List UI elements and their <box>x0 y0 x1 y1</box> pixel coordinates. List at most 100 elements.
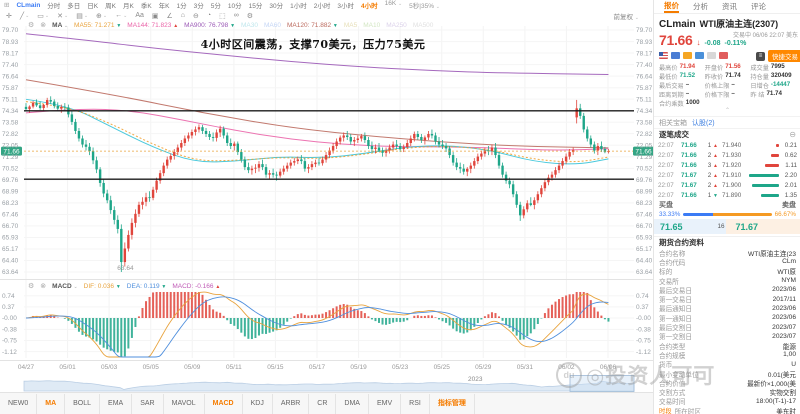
symbol-label[interactable]: CLmain <box>16 1 41 9</box>
adjust-mode-select[interactable]: 前复权 ⌄ <box>613 13 639 21</box>
quote-cell-成交量: 成交量 7995 <box>750 63 785 72</box>
quote-cell-最低价: 最低价 71.52 <box>659 72 696 81</box>
svg-text:0.37: 0.37 <box>2 304 15 311</box>
contract-row-第一交易日: 第一交易日 2017/11 <box>659 295 796 305</box>
macd-indicator-row: ⚙ ⊗ MACD ⌄ DIF: 0.036 ▼ DEA: 0.119 ▼ MACD:… <box>28 281 220 291</box>
quote-cell-日增仓: 日增仓 -14447 <box>750 81 791 90</box>
contract-row-交易所: 交易所 NYM <box>659 277 796 286</box>
panel-tab-资讯[interactable]: 资讯 <box>722 2 737 11</box>
ma-item-MA144: MA144: 71.823 ▲ <box>127 21 179 29</box>
sell-percent: 66.67% <box>774 210 796 218</box>
indicator-tab-ARBR[interactable]: ARBR <box>273 393 310 414</box>
period-tab-2小时[interactable]: 2小时 <box>313 3 331 10</box>
arrow-icon[interactable]: ← ⌄ <box>115 12 128 19</box>
period-tab-分时[interactable]: 分时 <box>47 3 61 10</box>
svg-text:70.52: 70.52 <box>2 166 19 173</box>
angle-icon[interactable]: ∠ <box>166 12 173 20</box>
indicator-tab-NEW0[interactable]: NEW0 <box>0 393 38 414</box>
macd-close-icon[interactable]: ⊗ <box>40 283 47 290</box>
session-badge[interactable]: 时段 <box>659 408 672 414</box>
period-tab-年K[interactable]: 年K <box>158 3 170 10</box>
period-tab-季K[interactable]: 季K <box>140 3 152 10</box>
indicator-tab-RSI[interactable]: RSI <box>401 393 430 414</box>
fibonacci-icon[interactable]: ▤ ⌄ <box>76 12 89 20</box>
svg-text:66.70: 66.70 <box>2 223 19 230</box>
period-extra[interactable]: 16K ⌄ <box>384 0 403 7</box>
screenshot-icon[interactable]: ⌂ <box>180 12 186 19</box>
rectangle-icon[interactable]: ▭ ⌄ <box>37 12 50 20</box>
indicator-tab-CR[interactable]: CR <box>309 393 337 414</box>
macd-indicator-name[interactable]: MACD ⌄ <box>52 282 78 290</box>
quick-trade-button[interactable]: 快捷交易 <box>768 50 800 62</box>
indicator-tab-EMA[interactable]: EMA <box>100 393 133 414</box>
note-icon[interactable]: ▣ <box>151 12 159 20</box>
indicator-tab-BOLL[interactable]: BOLL <box>65 393 101 414</box>
period-tab-4小时[interactable]: 4小时 <box>360 3 378 10</box>
text-tool-icon[interactable]: Aa <box>135 12 144 19</box>
panel-tab-报价[interactable]: 报价 <box>664 0 679 13</box>
trendline-icon[interactable]: ╱ ⌄ <box>19 12 30 20</box>
svg-text:74.34: 74.34 <box>636 108 653 115</box>
window-icon[interactable]: ⊞ <box>4 2 10 9</box>
indicator-tab-指标管理[interactable]: 指标管理 <box>430 393 475 414</box>
trade-row: 22:07 71.67 2 ▲ <box>658 171 718 179</box>
svg-text:79.70: 79.70 <box>636 27 653 34</box>
period-tab-10分[interactable]: 10分 <box>227 3 242 10</box>
indicator-tab-MA[interactable]: MA <box>37 393 66 414</box>
period-tab-5分[interactable]: 5分 <box>210 3 221 10</box>
svg-text:65.17: 65.17 <box>2 246 19 253</box>
period-tab-1小时[interactable]: 1小时 <box>290 3 307 10</box>
navigator-selection[interactable] <box>569 375 635 392</box>
period-tab-1分[interactable]: 1分 <box>176 3 187 10</box>
indicator-tab-KDJ[interactable]: KDJ <box>243 393 273 414</box>
crosshair-icon[interactable]: ⊕ ⌄ <box>96 12 108 20</box>
ma-indicator-name[interactable]: MA ⌄ <box>52 21 69 29</box>
price-change: -0.08 <box>704 40 721 47</box>
period-tab-3分[interactable]: 3分 <box>193 3 204 10</box>
indicator-tab-MACD[interactable]: MACD <box>205 393 243 414</box>
panel-tab-评论[interactable]: 评论 <box>751 2 766 11</box>
period-tab-日K[interactable]: 日K <box>87 3 99 10</box>
macd-histogram <box>28 292 610 357</box>
ask-price[interactable]: 71.67 <box>725 219 800 234</box>
svg-text:78.93: 78.93 <box>2 39 19 46</box>
move-icon[interactable]: ✛ <box>6 12 12 20</box>
contract-row-货币: 货币 U <box>659 360 796 370</box>
indicator-tab-SAR[interactable]: SAR <box>132 393 164 414</box>
indicator-tab-EMV[interactable]: EMV <box>369 393 402 414</box>
period-tab-多日[interactable]: 多日 <box>67 3 81 10</box>
bid-ask-row: 71.65 71.67 16 <box>654 219 800 234</box>
quote-cell-昨收价: 昨收价 71.74 <box>704 72 741 81</box>
svg-text:05/09: 05/09 <box>184 364 201 371</box>
period-tab-3小时[interactable]: 3小时 <box>337 3 354 10</box>
menu-icon[interactable]: ≡ <box>756 51 765 61</box>
indicator-tab-DMA[interactable]: DMA <box>336 393 369 414</box>
related-link[interactable]: 认股(2) <box>692 119 715 127</box>
quote-cell-最高价: 最高价 71.94 <box>659 63 696 72</box>
history-icon[interactable]: ◔ <box>206 12 212 19</box>
delete-shape-icon[interactable]: ✕ ⌄ <box>57 12 69 20</box>
quote-cell-开盘价: 开盘价 71.56 <box>704 63 741 72</box>
candlesticks <box>24 96 610 272</box>
period-extra[interactable]: 5秒|35% ⌄ <box>409 3 440 10</box>
bid-price[interactable]: 71.65 <box>654 219 726 234</box>
period-tab-15分[interactable]: 15分 <box>248 3 263 10</box>
ma-settings-icon[interactable]: ⚙ <box>28 22 35 29</box>
trade-list[interactable]: 22:07 71.66 1 ▲ 22:07 71.66 2 ▲ 22:07 71.66 3 ▲ 2… <box>658 140 718 200</box>
link-icon[interactable]: ∞ <box>233 12 239 19</box>
macd-item-DIF: DIF: 0.036 ▼ <box>83 282 121 290</box>
trash-icon[interactable]: ⬚ <box>219 12 226 20</box>
period-tab-周K[interactable]: 周K <box>105 3 116 10</box>
collapse-chevron-icon[interactable]: ⌃ <box>724 108 731 114</box>
navigator-area[interactable] <box>23 380 635 392</box>
panel-tab-分析[interactable]: 分析 <box>693 2 708 11</box>
period-tab-30分[interactable]: 30分 <box>269 3 284 10</box>
settings-icon[interactable]: ⚙ <box>246 12 254 20</box>
period-tab-月K[interactable]: 月K <box>122 3 134 10</box>
hide-icon[interactable]: ⊖ <box>193 12 199 20</box>
macd-settings-icon[interactable]: ⚙ <box>28 283 35 290</box>
indicator-tab-MAVOL[interactable]: MAVOL <box>164 393 205 414</box>
tick-collapse-icon[interactable]: ⊖ <box>789 130 796 139</box>
ma-close-icon[interactable]: ⊗ <box>40 22 47 29</box>
price-ladder[interactable]: 71.940 0.21 71.930 0.62 71.920 1.11 71.910 2.20… <box>718 140 797 200</box>
